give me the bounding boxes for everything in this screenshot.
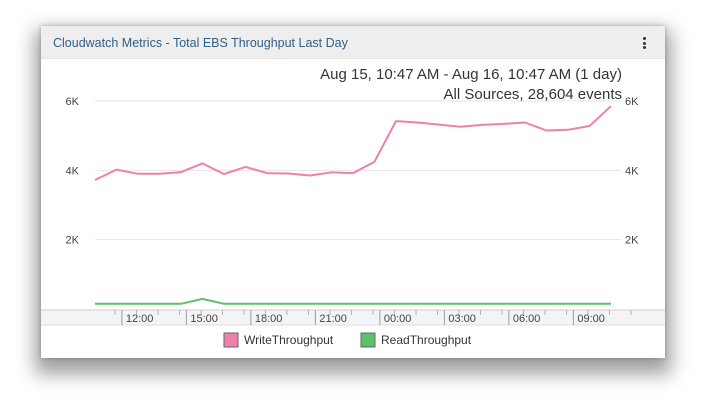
chart-panel: Cloudwatch Metrics - Total EBS Throughpu…: [41, 26, 665, 358]
legend-label-readthroughput[interactable]: ReadThroughput: [381, 333, 472, 347]
y-tick-right-4k: 4K: [625, 165, 639, 177]
x-tick-1800: 18:00: [255, 313, 283, 325]
y-axis-left: 2K 4K 6K: [66, 96, 80, 247]
x-tick-1500: 15:00: [190, 313, 218, 325]
y-tick-right-2k: 2K: [625, 235, 639, 247]
legend-swatch-writethroughput[interactable]: [223, 332, 239, 348]
kebab-vertical-icon[interactable]: [641, 36, 649, 50]
legend-label-writethroughput[interactable]: WriteThroughput: [244, 333, 334, 347]
x-tick-2100: 21:00: [319, 313, 347, 325]
x-tick-0600: 06:00: [513, 313, 541, 325]
x-tick-0000: 00:00: [384, 313, 412, 325]
y-axis-right: 2K 4K 6K: [625, 96, 639, 247]
legend: WriteThroughput ReadThroughput: [223, 332, 472, 348]
panel-header: Cloudwatch Metrics - Total EBS Throughpu…: [41, 26, 665, 59]
x-tick-1200: 12:00: [126, 313, 154, 325]
panel-title: Cloudwatch Metrics - Total EBS Throughpu…: [53, 36, 348, 50]
legend-swatch-readthroughput[interactable]: [360, 332, 376, 348]
series-lines: [94, 105, 612, 305]
y-tick-right-6k: 6K: [625, 96, 639, 108]
series-line-readthroughput[interactable]: [95, 297, 611, 305]
y-tick-left-2k: 2K: [66, 235, 80, 247]
sources-summary-label: All Sources, 28,604 events: [444, 86, 622, 103]
y-tick-left-4k: 4K: [66, 165, 80, 177]
time-range-label: Aug 15, 10:47 AM - Aug 16, 10:47 AM (1 d…: [320, 66, 622, 83]
series-line-writethroughput[interactable]: [94, 105, 612, 181]
x-tick-0300: 03:00: [448, 313, 476, 325]
x-tick-0900: 09:00: [577, 313, 605, 325]
y-tick-left-6k: 6K: [66, 96, 80, 108]
x-axis: 12:00 15:00 18:00 21:00 00:00 03:00 06:00 09:00: [41, 309, 665, 326]
chart: 12:00 15:00 18:00 21:00 00:00 03:00 06:00 09:00…: [41, 66, 665, 348]
